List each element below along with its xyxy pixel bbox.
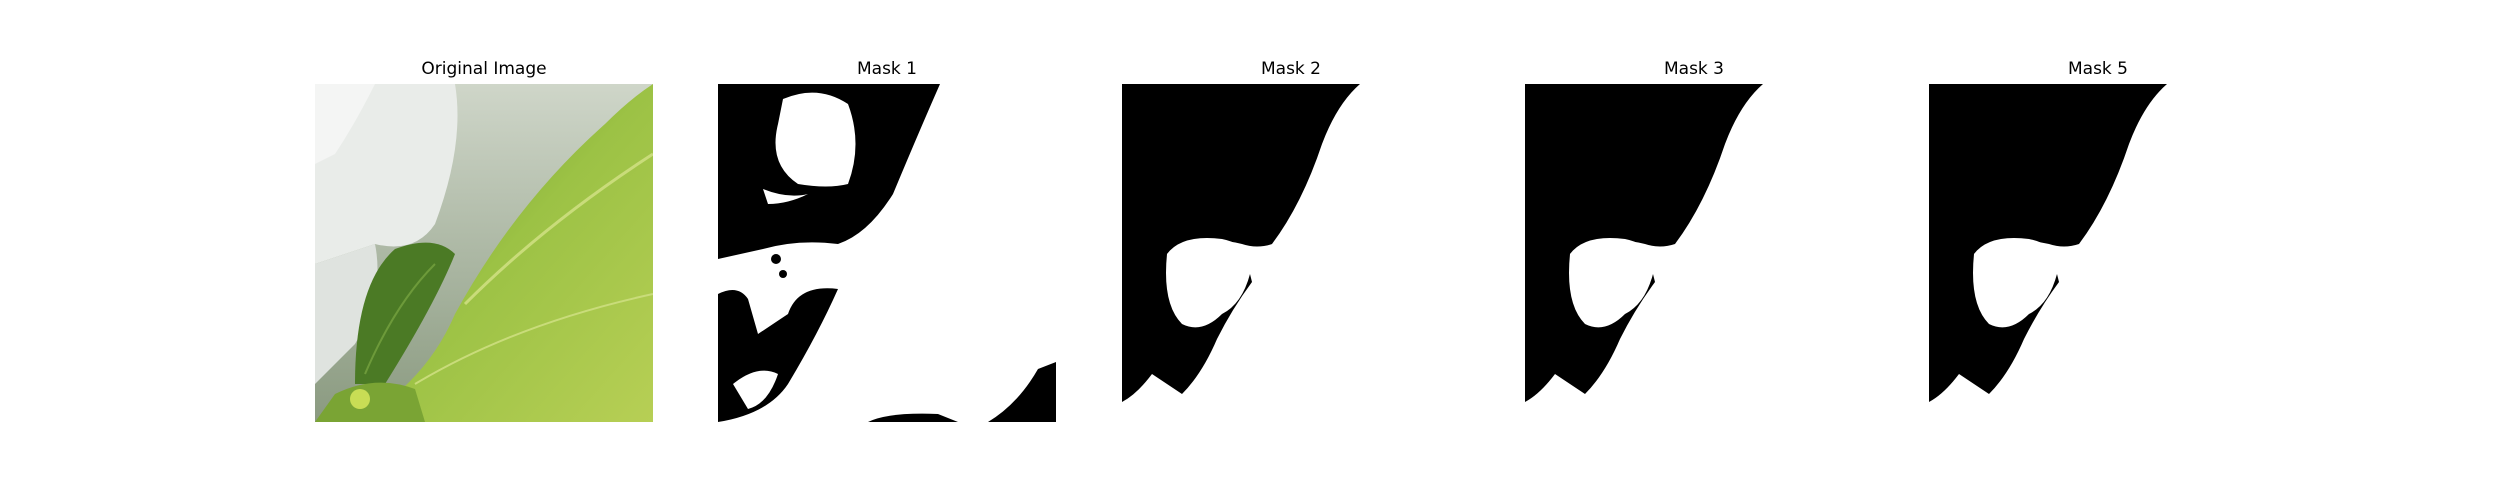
panel-title: Mask 2 <box>1260 59 1321 79</box>
panel-title: Original Image <box>421 59 547 79</box>
mask-image <box>718 84 1056 422</box>
panel-title: Mask 3 <box>1663 59 1724 79</box>
panel-title: Mask 5 <box>2067 59 2128 79</box>
mask-image <box>1122 84 1460 422</box>
panel-title: Mask 1 <box>856 59 917 79</box>
original-image <box>315 84 653 422</box>
mask-image <box>1525 84 1863 422</box>
mask-image <box>1929 84 2267 422</box>
